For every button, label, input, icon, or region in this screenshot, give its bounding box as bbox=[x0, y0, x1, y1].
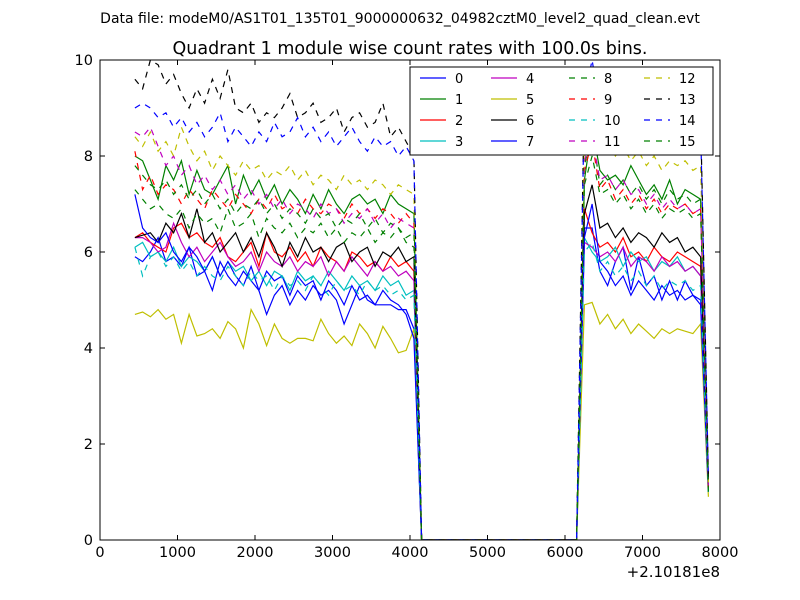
x-tick-label: 2000 bbox=[237, 545, 274, 561]
series-line-6 bbox=[134, 184, 709, 540]
plot-area: 0 1000 2000 3000 4000 5000 6000 7000 80000246810… bbox=[75, 53, 739, 581]
y-tick-label: 2 bbox=[84, 437, 93, 453]
x-tick-label: 8000 bbox=[702, 545, 739, 561]
legend-frame bbox=[409, 66, 714, 156]
y-tick-label: 4 bbox=[84, 341, 93, 357]
legend-label-14: 14 bbox=[679, 114, 696, 129]
legend-label-1: 1 bbox=[455, 93, 463, 108]
legend-label-9: 9 bbox=[604, 93, 612, 108]
series-line-5 bbox=[134, 301, 709, 540]
legend-label-8: 8 bbox=[604, 72, 612, 87]
series-line-1 bbox=[134, 127, 709, 540]
legend-label-3: 3 bbox=[455, 135, 463, 150]
series-line-3 bbox=[134, 235, 709, 540]
y-tick-label: 0 bbox=[84, 533, 93, 549]
x-tick-label: 6000 bbox=[547, 545, 584, 561]
series-line-4 bbox=[134, 221, 709, 540]
legend-label-12: 12 bbox=[679, 72, 696, 87]
x-tick-label: 4000 bbox=[392, 545, 429, 561]
y-tick-label: 8 bbox=[84, 149, 93, 165]
legend-label-15: 15 bbox=[679, 135, 696, 150]
series-line-2 bbox=[134, 208, 709, 540]
legend-label-4: 4 bbox=[526, 72, 534, 87]
legend-label-7: 7 bbox=[526, 135, 534, 150]
x-tick-label: 7000 bbox=[624, 545, 661, 561]
y-tick-label: 10 bbox=[75, 53, 93, 69]
series-line-9 bbox=[134, 141, 709, 540]
y-tick-label: 6 bbox=[84, 245, 93, 261]
series-line-10 bbox=[134, 241, 709, 540]
x-tick-label: 5000 bbox=[469, 545, 506, 561]
series-line-15 bbox=[134, 155, 709, 540]
chart-title: Quadrant 1 module wise count rates with … bbox=[173, 39, 648, 59]
x-tick-label: 0 bbox=[95, 545, 104, 561]
legend-label-11: 11 bbox=[604, 135, 621, 150]
series-line-0 bbox=[134, 227, 709, 540]
x-tick-label: 1000 bbox=[159, 545, 196, 561]
legend-label-2: 2 bbox=[455, 114, 463, 129]
legend-label-13: 13 bbox=[679, 93, 696, 108]
x-tick-label: 3000 bbox=[314, 545, 351, 561]
series-line-7 bbox=[134, 194, 709, 540]
series-line-11 bbox=[134, 126, 709, 540]
data-file-label: Data file: modeM0/AS1T01_135T01_90000006… bbox=[100, 11, 700, 27]
legend-label-5: 5 bbox=[526, 93, 534, 108]
x-offset-label: +2.10181e8 bbox=[627, 563, 720, 581]
legend-label-6: 6 bbox=[526, 114, 534, 129]
legend-label-10: 10 bbox=[604, 114, 621, 129]
legend-label-0: 0 bbox=[455, 72, 463, 87]
